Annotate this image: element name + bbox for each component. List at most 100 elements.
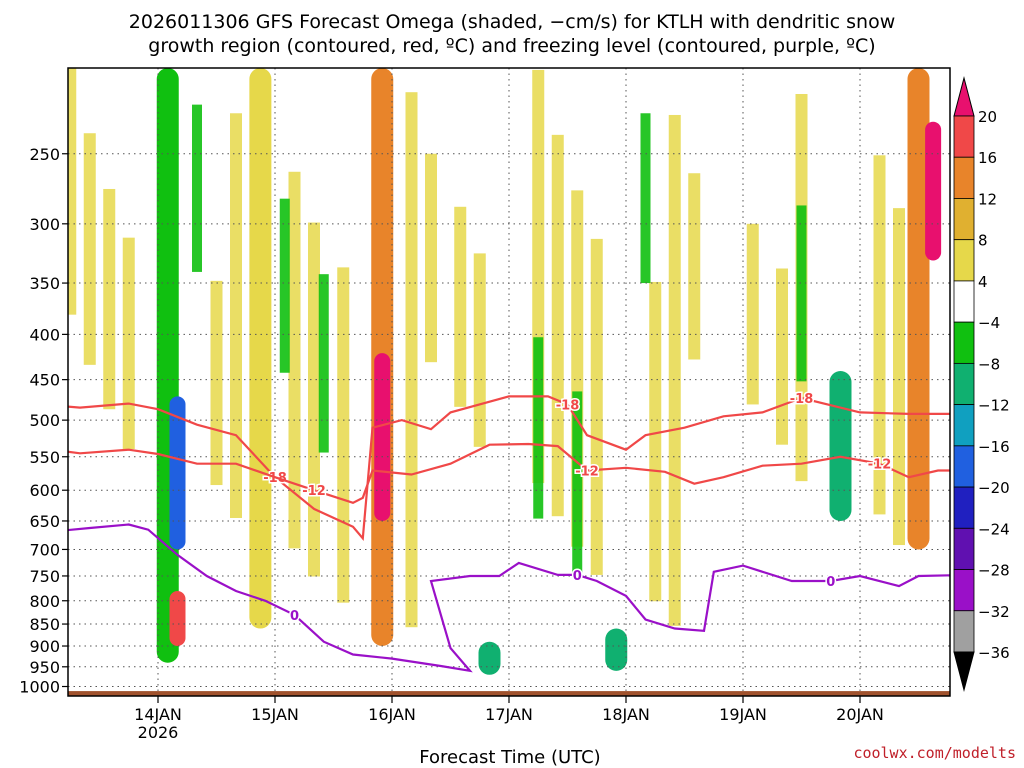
omega-streak	[122, 237, 135, 449]
y-axis-ticks: 250 300 350 400 450 500 550 600 650 700 750 800 850 9…	[19, 145, 68, 697]
omega-streak	[288, 171, 301, 549]
contour-label: -12	[575, 464, 599, 479]
colorbar-swatch	[953, 239, 975, 282]
omega-streak	[873, 155, 886, 515]
colorbar-swatch	[953, 486, 975, 529]
colorbar-tick-label: −20	[978, 479, 1010, 497]
omega-feature	[169, 396, 186, 550]
x-tick-label: 18JAN	[602, 705, 650, 724]
colorbar-tick-label: −12	[978, 397, 1010, 415]
colorbar-tick-label: 16	[978, 149, 997, 167]
colorbar-tick-label: −24	[978, 520, 1010, 538]
contour-label: -18	[790, 392, 814, 407]
omega-streak	[318, 274, 329, 453]
omega-streak	[68, 68, 77, 315]
omega-streak	[454, 206, 467, 407]
y-tick-label: 450	[29, 371, 60, 390]
y-tick-label: 550	[29, 448, 60, 467]
colorbar-tick-label: 12	[978, 190, 997, 208]
omega-streak	[425, 153, 437, 363]
omega-streak	[688, 173, 701, 360]
colorbar-tick-label: 20	[978, 108, 997, 126]
x-tick-label: 15JAN	[251, 705, 299, 724]
chart-title-line2: growth region (contoured, red, ºC) and f…	[148, 35, 875, 57]
colorbar-arrow-top	[953, 76, 975, 117]
y-tick-label: 850	[29, 615, 60, 634]
contour-line	[68, 523, 950, 673]
y-tick-label: 250	[29, 145, 60, 164]
x-tick-label: 14JAN	[134, 705, 182, 724]
omega-streak	[893, 208, 905, 546]
omega-streak	[796, 205, 807, 382]
omega-streak	[337, 267, 350, 603]
x-axis-label: Forecast Time (UTC)	[419, 747, 600, 768]
y-tick-label: 1000	[19, 678, 60, 697]
contour-line	[68, 442, 950, 504]
y-tick-label: 300	[29, 215, 60, 234]
omega-feature	[907, 68, 930, 550]
colorbar-swatch	[953, 445, 975, 488]
omega-feature	[605, 628, 628, 671]
contour-line	[68, 395, 950, 542]
omega-streak	[473, 253, 486, 447]
colorbar-swatch	[953, 156, 975, 199]
colorbar-tick-label: −4	[978, 314, 1000, 332]
omega-feature	[169, 591, 186, 647]
omega-streak	[192, 104, 202, 272]
x-tick-label: 17JAN	[485, 705, 533, 724]
colorbar: 20 16 12 8 4 −4 −8 −12 −16 −20 −24 −28 −32 −36	[953, 76, 1010, 692]
omega-streak	[533, 337, 544, 519]
omega-streak	[210, 280, 223, 486]
colorbar-arrow-bottom	[953, 651, 975, 692]
contour-label: 0	[573, 569, 582, 584]
colorbar-tick-label: −36	[978, 644, 1010, 662]
omega-streak	[308, 222, 320, 577]
omega-shading	[68, 68, 950, 696]
x-tick-sublabel: 2026	[138, 723, 179, 742]
colorbar-tick-label: 4	[978, 273, 988, 291]
credit-text: coolwx.com/modelts	[853, 744, 1016, 762]
omega-feature	[925, 121, 942, 261]
omega-streak	[746, 223, 759, 405]
colorbar-swatch	[953, 610, 975, 653]
colorbar-swatch	[953, 198, 975, 241]
omega-streak	[649, 281, 662, 602]
omega-feature	[829, 371, 852, 521]
omega-streak	[590, 238, 603, 575]
y-tick-label: 400	[29, 325, 60, 344]
colorbar-swatch	[953, 527, 975, 570]
colorbar-tick-label: −16	[978, 438, 1010, 456]
colorbar-swatch	[953, 569, 975, 612]
colorbar-swatch	[953, 321, 975, 364]
colorbar-swatch	[953, 280, 975, 323]
gridlines	[68, 68, 950, 696]
x-tick-label: 20JAN	[836, 705, 884, 724]
colorbar-tick-label: −32	[978, 603, 1010, 621]
omega-feature	[249, 68, 272, 629]
omega-streak	[551, 134, 564, 517]
contour-label: -12	[302, 484, 326, 499]
omega-streak	[83, 133, 96, 365]
y-tick-label: 800	[29, 592, 60, 611]
y-tick-label: 700	[29, 540, 60, 559]
omega-streak	[776, 268, 788, 445]
y-tick-label: 950	[29, 658, 60, 677]
omega-feature	[374, 353, 391, 521]
contour-label: -18	[556, 398, 580, 413]
colorbar-tick-label: −8	[978, 355, 1000, 373]
y-tick-label: 500	[29, 411, 60, 430]
contour-label: -12	[868, 458, 892, 473]
y-tick-label: 600	[29, 481, 60, 500]
contour-label: 0	[826, 575, 835, 590]
x-tick-label: 16JAN	[368, 705, 416, 724]
y-tick-label: 750	[29, 567, 60, 586]
y-tick-label: 900	[29, 637, 60, 656]
omega-streak	[640, 113, 651, 284]
colorbar-tick-label: −28	[978, 562, 1010, 580]
omega-feature	[478, 641, 501, 675]
surface-terrain	[68, 691, 950, 696]
omega-streak	[279, 198, 290, 373]
colorbar-swatch	[953, 404, 975, 447]
